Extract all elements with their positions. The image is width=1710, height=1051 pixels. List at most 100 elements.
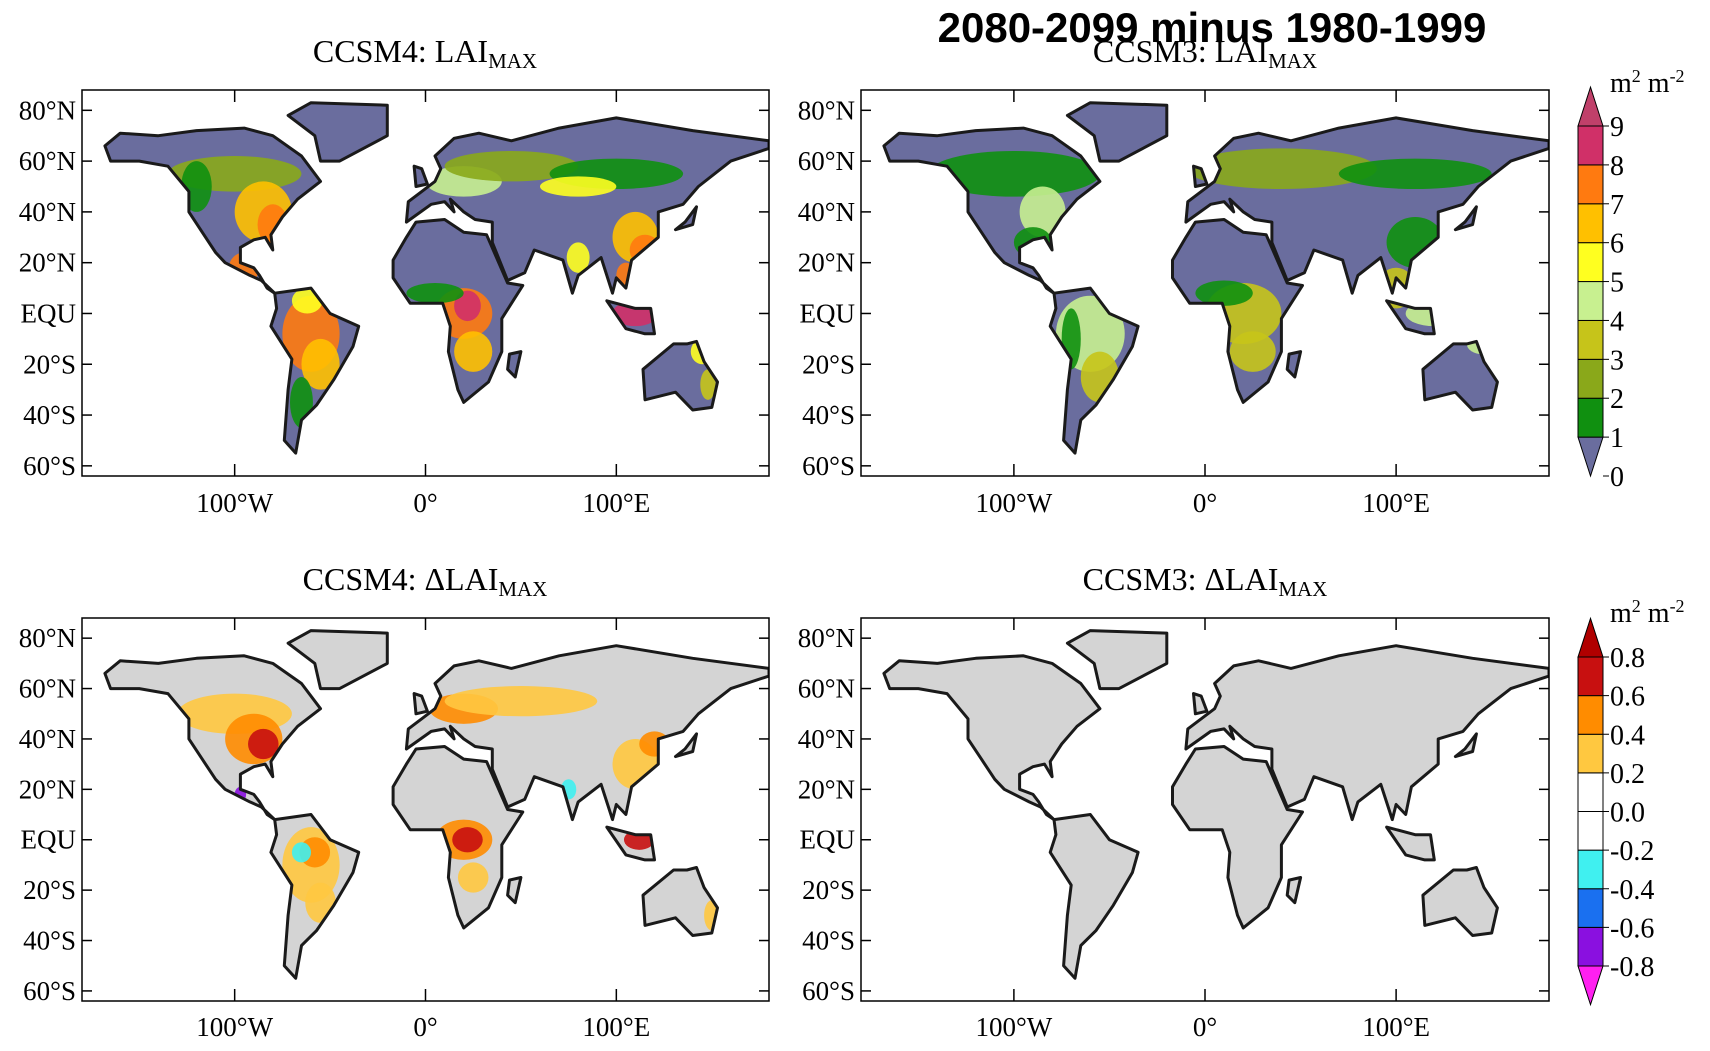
panel-title-sub: MAX xyxy=(498,577,547,601)
shade xyxy=(305,883,336,923)
map-panel: CCSM3: LAIMAX80°N60°N40°N20°NEQU20°S40°S… xyxy=(798,33,1549,518)
map-panel: CCSM4: LAIMAX80°N60°N40°N20°NEQU20°S40°S… xyxy=(19,33,769,518)
coastline xyxy=(1455,734,1476,757)
lat-tick-label: 40°S xyxy=(23,926,76,956)
colorbar-label: 5 xyxy=(1610,268,1624,299)
colorbar-label: 3 xyxy=(1610,345,1624,376)
lon-tick-label: 100°W xyxy=(975,1012,1052,1042)
lon-tick-label: 100°E xyxy=(1362,1012,1430,1042)
panel-title: CCSM4: ΔLAIMAX xyxy=(303,561,548,601)
lat-tick-label: 40°S xyxy=(802,926,855,956)
lon-tick-label: 100°E xyxy=(582,1012,650,1042)
land xyxy=(288,631,387,689)
colorbar-segment xyxy=(1578,927,1603,966)
panel-title-sub: MAX xyxy=(1278,577,1327,601)
unit-exp: -2 xyxy=(1670,596,1685,616)
map-area xyxy=(884,103,1549,453)
colorbar-label: -0.2 xyxy=(1610,836,1654,867)
lat-tick-label: 80°N xyxy=(798,623,855,653)
colorbar-segment xyxy=(1578,165,1603,204)
shade xyxy=(1387,217,1444,268)
land xyxy=(1067,631,1166,689)
colorbar-label: -0.8 xyxy=(1610,952,1654,983)
colorbar-extend xyxy=(1578,618,1603,657)
lat-tick-label: 60°N xyxy=(798,674,855,704)
unit-base: m xyxy=(1610,68,1632,99)
lon-tick-label: 100°E xyxy=(582,488,650,518)
colorbar-segment xyxy=(1578,243,1603,282)
colorbar-label: 0.6 xyxy=(1610,682,1645,713)
lat-tick-label: 60°S xyxy=(23,451,76,481)
lat-tick-label: 40°S xyxy=(23,400,76,430)
colorbar-label: 0.8 xyxy=(1610,643,1645,674)
unit-exp: -2 xyxy=(1670,66,1685,86)
colorbar-unit: m2 m-2 xyxy=(1610,66,1685,99)
lon-tick-label: 100°W xyxy=(196,1012,273,1042)
lat-tick-label: 20°S xyxy=(802,349,855,379)
lat-tick-label: 40°N xyxy=(798,197,855,227)
colorbar-label: 0.4 xyxy=(1610,720,1645,751)
lat-tick-label: 20°S xyxy=(802,875,855,905)
lat-tick-label: 40°N xyxy=(798,724,855,754)
lat-tick-label: EQU xyxy=(21,825,77,855)
lon-tick-label: 100°E xyxy=(1362,488,1430,518)
unit-base: m xyxy=(1641,68,1670,99)
coastline xyxy=(676,207,697,230)
shade xyxy=(406,283,463,303)
lat-tick-label: EQU xyxy=(21,298,77,328)
panel-title-main: CCSM4: ΔLAI xyxy=(303,561,499,597)
shade xyxy=(452,827,483,852)
colorbar-segment xyxy=(1578,204,1603,243)
lat-tick-label: 80°N xyxy=(19,623,76,653)
colorbar-segment xyxy=(1578,359,1603,398)
shade xyxy=(1230,331,1276,372)
land xyxy=(1423,341,1498,410)
shade xyxy=(639,731,670,756)
colorbar-segment xyxy=(1578,773,1603,812)
panel-title-sub: MAX xyxy=(1268,49,1317,73)
colorbar-segment xyxy=(1578,657,1603,696)
unit-exp: 2 xyxy=(1632,596,1641,616)
map-panel: CCSM4: ΔLAIMAX80°N60°N40°N20°NEQU20°S40°… xyxy=(19,561,769,1042)
colorbar-label: 0 xyxy=(1610,462,1624,493)
colorbar-label: 0.2 xyxy=(1610,759,1645,790)
colorbar-segment xyxy=(1578,889,1603,928)
shade xyxy=(458,862,489,892)
panel-title-main: CCSM3: LAI xyxy=(1093,33,1268,69)
colorbar-label: -0.6 xyxy=(1610,913,1654,944)
map-panel: CCSM3: ΔLAIMAX80°N60°N40°N20°NEQU20°S40°… xyxy=(798,561,1549,1042)
panel-title-sub: MAX xyxy=(488,49,537,73)
colorbar-label: 2 xyxy=(1610,384,1624,415)
colorbar-label: 6 xyxy=(1610,229,1624,260)
lat-tick-label: 60°S xyxy=(23,976,76,1006)
lon-tick-label: 0° xyxy=(1193,488,1217,518)
unit-base: m xyxy=(1641,598,1670,629)
colorbar-extend xyxy=(1578,966,1603,1005)
shade xyxy=(292,288,323,313)
lat-tick-label: 40°S xyxy=(802,400,855,430)
panel-title-main: CCSM4: LAI xyxy=(313,33,488,69)
shade xyxy=(1339,159,1492,189)
colorbar-segment xyxy=(1578,850,1603,889)
land xyxy=(1423,868,1498,936)
lon-tick-label: 0° xyxy=(413,488,437,518)
shade xyxy=(540,176,616,196)
shade xyxy=(292,842,311,862)
lat-tick-label: 60°N xyxy=(798,146,855,176)
colorbar-label: 8 xyxy=(1610,151,1624,182)
colorbar-label: -0.4 xyxy=(1610,875,1654,906)
lon-tick-label: 0° xyxy=(413,1012,437,1042)
colorbar-label: 1 xyxy=(1610,423,1624,454)
shade xyxy=(454,331,492,372)
shade xyxy=(445,686,598,716)
colorbar: -0.8-0.6-0.4-0.20.00.20.40.60.8m2 m-2 xyxy=(1578,596,1685,1005)
colorbar-label: 0.0 xyxy=(1610,798,1645,829)
lat-tick-label: 60°N xyxy=(19,146,76,176)
lat-tick-label: 60°S xyxy=(802,451,855,481)
colorbar-segment xyxy=(1578,812,1603,851)
colorbar-segment xyxy=(1578,696,1603,735)
colorbar-segment xyxy=(1578,437,1603,476)
colorbar-extend xyxy=(1578,87,1603,126)
panel-title-main: CCSM3: ΔLAI xyxy=(1083,561,1279,597)
